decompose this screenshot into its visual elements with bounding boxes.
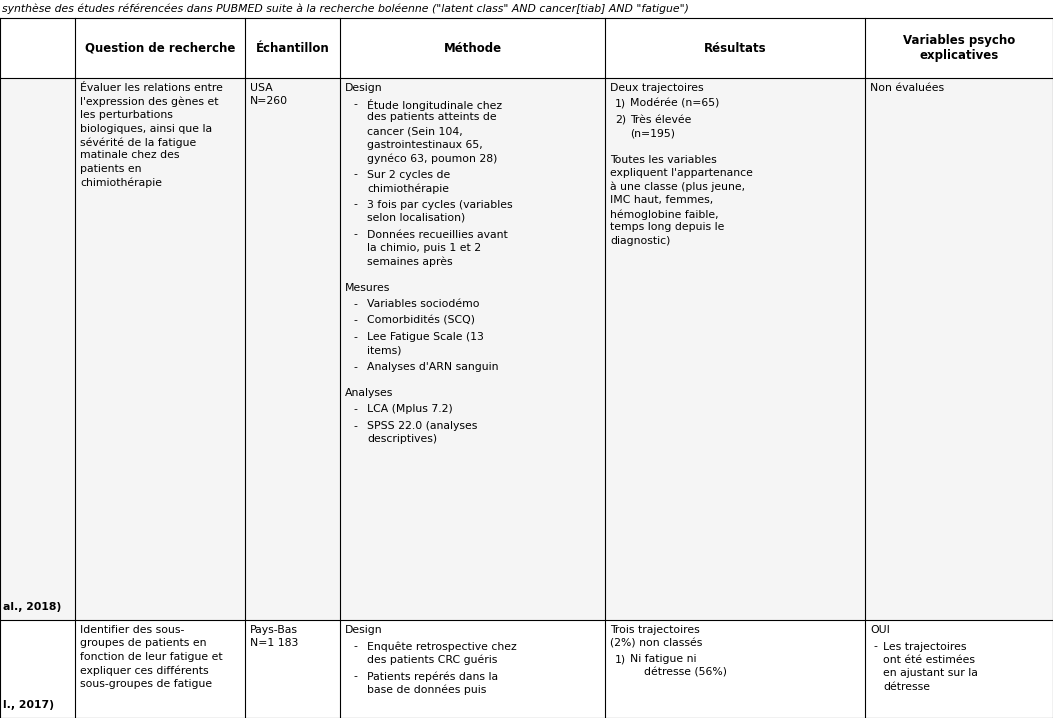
- Text: Évaluer les relations entre: Évaluer les relations entre: [80, 83, 223, 93]
- Text: Méthode: Méthode: [443, 42, 501, 55]
- Text: détresse (56%): détresse (56%): [630, 668, 727, 678]
- Text: la chimio, puis 1 et 2: la chimio, puis 1 et 2: [367, 243, 481, 253]
- Text: Analyses d'ARN sanguin: Analyses d'ARN sanguin: [367, 362, 498, 372]
- Text: -: -: [873, 641, 877, 651]
- Text: -: -: [353, 671, 357, 681]
- Text: Analyses: Analyses: [345, 388, 394, 398]
- Text: -: -: [353, 230, 357, 240]
- Text: -: -: [353, 315, 357, 325]
- Text: (n=195): (n=195): [630, 129, 675, 139]
- Text: en ajustant sur la: en ajustant sur la: [883, 668, 978, 679]
- Text: l'expression des gènes et: l'expression des gènes et: [80, 96, 219, 107]
- Text: Résultats: Résultats: [703, 42, 767, 55]
- Bar: [0, 78, 1053, 620]
- Text: à une classe (plus jeune,: à une classe (plus jeune,: [610, 182, 746, 192]
- Text: -: -: [353, 99, 357, 109]
- Text: 1): 1): [615, 98, 627, 108]
- Text: groupes de patients en: groupes de patients en: [80, 638, 206, 648]
- Text: les perturbations: les perturbations: [80, 110, 173, 120]
- Text: sous-groupes de fatigue: sous-groupes de fatigue: [80, 679, 212, 689]
- Text: N=260: N=260: [250, 96, 289, 106]
- Text: descriptives): descriptives): [367, 434, 437, 444]
- Text: items): items): [367, 345, 401, 355]
- Text: Les trajectoires: Les trajectoires: [883, 641, 967, 651]
- Text: Design: Design: [345, 83, 382, 93]
- Text: Non évaluées: Non évaluées: [870, 83, 945, 93]
- Text: expliquer ces différents: expliquer ces différents: [80, 666, 208, 676]
- Bar: [0, 18, 1053, 78]
- Text: Mesures: Mesures: [345, 283, 391, 293]
- Text: Données recueillies avant: Données recueillies avant: [367, 230, 508, 240]
- Text: Modérée (n=65): Modérée (n=65): [630, 98, 719, 108]
- Text: N=1 183: N=1 183: [250, 638, 298, 648]
- Text: Enquête retrospective chez: Enquête retrospective chez: [367, 641, 517, 651]
- Text: Lee Fatigue Scale (13: Lee Fatigue Scale (13: [367, 332, 484, 342]
- Text: des patients CRC guéris: des patients CRC guéris: [367, 655, 497, 665]
- Text: Étude longitudinale chez: Étude longitudinale chez: [367, 99, 502, 111]
- Text: sévérité de la fatigue: sévérité de la fatigue: [80, 137, 196, 147]
- Text: cancer (Sein 104,: cancer (Sein 104,: [367, 126, 462, 136]
- Text: IMC haut, femmes,: IMC haut, femmes,: [610, 195, 713, 205]
- Text: Deux trajectoires: Deux trajectoires: [610, 83, 703, 93]
- Text: Comorbidités (SCQ): Comorbidités (SCQ): [367, 315, 475, 325]
- Text: OUI: OUI: [870, 625, 890, 635]
- Text: al., 2018): al., 2018): [3, 602, 61, 612]
- Text: selon localisation): selon localisation): [367, 213, 465, 223]
- Text: (2%) non classés: (2%) non classés: [610, 638, 702, 648]
- Text: chimiothérapie: chimiothérapie: [80, 177, 162, 188]
- Text: Sur 2 cycles de: Sur 2 cycles de: [367, 169, 451, 180]
- Text: temps long depuis le: temps long depuis le: [610, 223, 724, 233]
- Text: gynéco 63, poumon 28): gynéco 63, poumon 28): [367, 153, 497, 164]
- Text: -: -: [353, 169, 357, 180]
- Text: 2): 2): [615, 115, 627, 125]
- Text: SPSS 22.0 (analyses: SPSS 22.0 (analyses: [367, 421, 477, 431]
- Text: -: -: [353, 299, 357, 309]
- Text: Trois trajectoires: Trois trajectoires: [610, 625, 700, 635]
- Text: l., 2017): l., 2017): [3, 700, 54, 710]
- Text: -: -: [353, 404, 357, 414]
- Text: LCA (Mplus 7.2): LCA (Mplus 7.2): [367, 404, 453, 414]
- Text: -: -: [353, 362, 357, 372]
- Text: Patients repérés dans la: Patients repérés dans la: [367, 671, 498, 681]
- Text: Identifier des sous-: Identifier des sous-: [80, 625, 184, 635]
- Text: diagnostic): diagnostic): [610, 236, 671, 246]
- Text: Variables sociodémo: Variables sociodémo: [367, 299, 479, 309]
- Text: Ni fatigue ni: Ni fatigue ni: [630, 654, 696, 664]
- Text: gastrointestinaux 65,: gastrointestinaux 65,: [367, 139, 482, 149]
- Text: -: -: [353, 641, 357, 651]
- Bar: [0, 620, 1053, 718]
- Text: base de données puis: base de données puis: [367, 684, 486, 695]
- Text: Design: Design: [345, 625, 382, 635]
- Text: biologiques, ainsi que la: biologiques, ainsi que la: [80, 123, 212, 134]
- Text: -: -: [353, 332, 357, 342]
- Text: semaines après: semaines après: [367, 256, 453, 267]
- Text: Variables psycho
explicatives: Variables psycho explicatives: [902, 34, 1015, 62]
- Text: -: -: [353, 200, 357, 210]
- Text: USA: USA: [250, 83, 273, 93]
- Text: chimiothérapie: chimiothérapie: [367, 183, 449, 193]
- Text: synthèse des études référencées dans PUBMED suite à la recherche boléenne ("late: synthèse des études référencées dans PUB…: [2, 3, 689, 14]
- Text: hémoglobine faible,: hémoglobine faible,: [610, 209, 718, 220]
- Text: Toutes les variables: Toutes les variables: [610, 155, 717, 165]
- Text: expliquent l'appartenance: expliquent l'appartenance: [610, 169, 753, 179]
- Text: -: -: [353, 421, 357, 431]
- Text: ont été estimées: ont été estimées: [883, 655, 975, 665]
- Text: patients en: patients en: [80, 164, 141, 174]
- Text: Très élevée: Très élevée: [630, 115, 692, 125]
- Text: 3 fois par cycles (variables: 3 fois par cycles (variables: [367, 200, 513, 210]
- Text: détresse: détresse: [883, 682, 930, 692]
- Text: fonction de leur fatigue et: fonction de leur fatigue et: [80, 652, 222, 662]
- Text: matinale chez des: matinale chez des: [80, 151, 179, 161]
- Text: Pays-Bas: Pays-Bas: [250, 625, 298, 635]
- Text: 1): 1): [615, 654, 627, 664]
- Text: Échantillon: Échantillon: [256, 42, 330, 55]
- Text: Question de recherche: Question de recherche: [85, 42, 235, 55]
- Text: des patients atteints de: des patients atteints de: [367, 113, 497, 123]
